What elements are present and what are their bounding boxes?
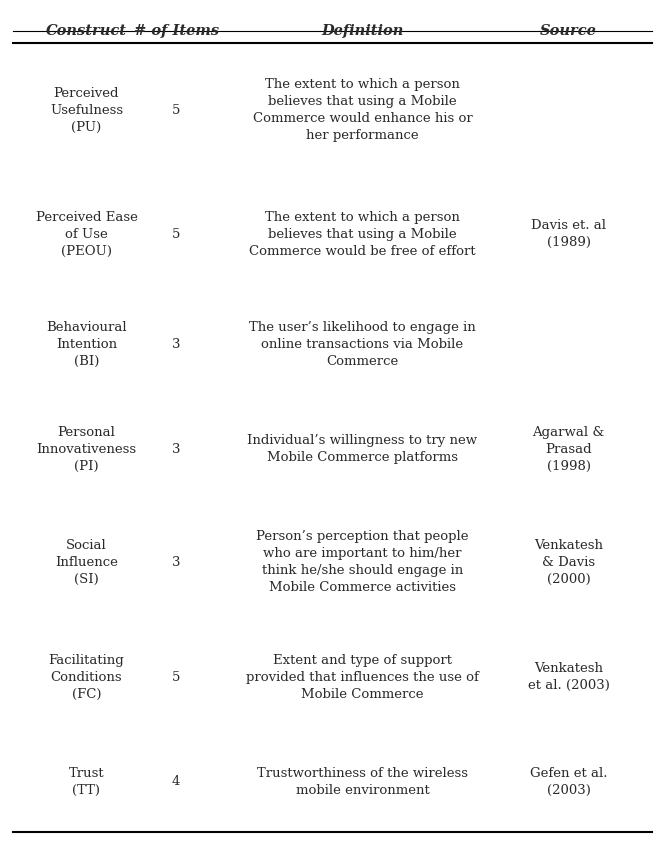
Text: Personal
Innovativeness
(PI): Personal Innovativeness (PI) <box>37 425 136 472</box>
Text: # of Items: # of Items <box>134 24 219 38</box>
Text: Source: Source <box>540 24 597 38</box>
Text: The extent to which a person
believes that using a Mobile
Commerce would enhance: The extent to which a person believes th… <box>253 78 472 142</box>
Text: Person’s perception that people
who are important to him/her
think he/she should: Person’s perception that people who are … <box>256 530 469 594</box>
Text: Behavioural
Intention
(BI): Behavioural Intention (BI) <box>46 321 127 368</box>
Text: Agarwal &
Prasad
(1998): Agarwal & Prasad (1998) <box>533 425 604 472</box>
Text: Perceived Ease
of Use
(PEOU): Perceived Ease of Use (PEOU) <box>35 211 138 258</box>
Text: The extent to which a person
believes that using a Mobile
Commerce would be free: The extent to which a person believes th… <box>249 211 475 258</box>
Text: 3: 3 <box>172 442 180 456</box>
Text: Social
Influence
(SI): Social Influence (SI) <box>55 538 118 585</box>
Text: Gefen et al.
(2003): Gefen et al. (2003) <box>530 766 607 796</box>
Text: Venkatesh
& Davis
(2000): Venkatesh & Davis (2000) <box>534 538 603 585</box>
Text: 4: 4 <box>172 775 180 787</box>
Text: 5: 5 <box>172 104 180 117</box>
Text: Definition: Definition <box>321 24 404 38</box>
Text: Venkatesh
et al. (2003): Venkatesh et al. (2003) <box>527 661 610 691</box>
Text: Individual’s willingness to try new
Mobile Commerce platforms: Individual’s willingness to try new Mobi… <box>247 433 477 464</box>
Text: The user’s likelihood to engage in
online transactions via Mobile
Commerce: The user’s likelihood to engage in onlin… <box>249 321 475 368</box>
Text: Davis et. al
(1989): Davis et. al (1989) <box>531 218 606 249</box>
Text: 3: 3 <box>172 338 180 351</box>
Text: 5: 5 <box>172 227 180 241</box>
Text: 5: 5 <box>172 670 180 683</box>
Text: 3: 3 <box>172 555 180 568</box>
Text: Perceived
Usefulness
(PU): Perceived Usefulness (PU) <box>50 87 123 134</box>
Text: Trust
(TT): Trust (TT) <box>68 766 104 796</box>
Text: Trustworthiness of the wireless
mobile environment: Trustworthiness of the wireless mobile e… <box>257 766 468 796</box>
Text: Facilitating
Conditions
(FC): Facilitating Conditions (FC) <box>49 653 124 699</box>
Text: Extent and type of support
provided that influences the use of
Mobile Commerce: Extent and type of support provided that… <box>246 653 479 699</box>
Text: Construct: Construct <box>46 24 127 38</box>
